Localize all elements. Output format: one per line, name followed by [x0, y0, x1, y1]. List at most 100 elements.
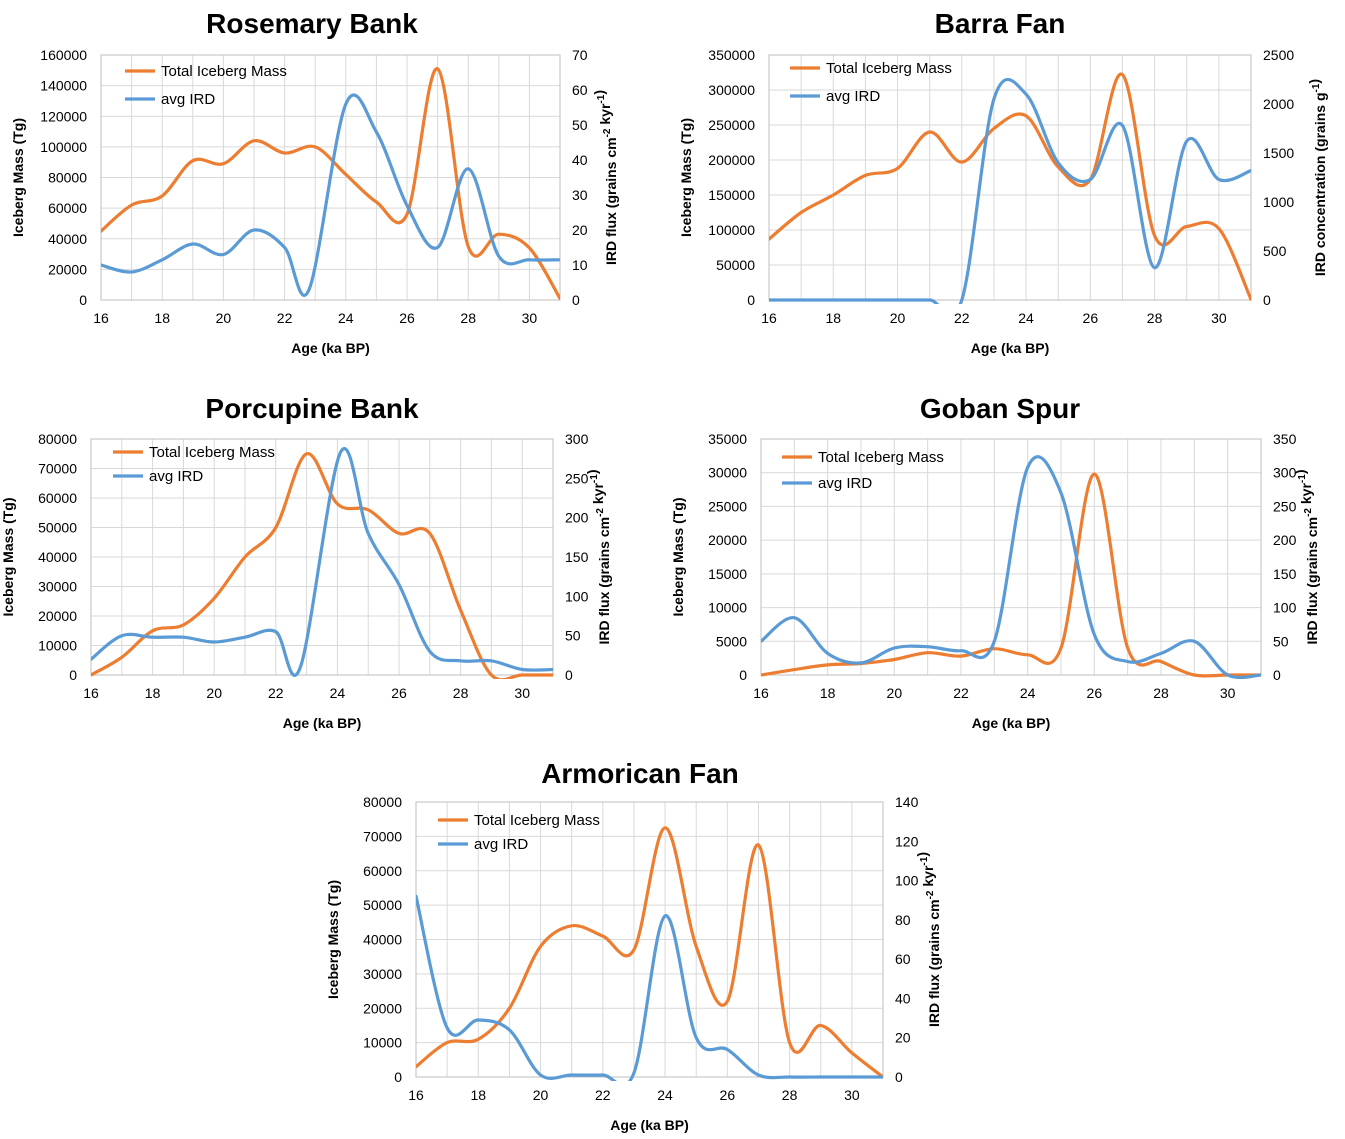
legend-label: Total Iceberg Mass: [161, 63, 287, 80]
x-tick-label: 16: [761, 310, 777, 326]
y2-tick-label: 100: [1273, 600, 1297, 616]
legend-label: avg IRD: [474, 836, 528, 853]
y2-tick-label: 50: [565, 628, 581, 644]
y2-label-sup: -1: [919, 856, 930, 865]
y2-tick-label: 0: [1273, 667, 1281, 683]
x-tick-label: 28: [1147, 310, 1163, 326]
y2-label-part: kyr: [597, 103, 613, 128]
y2-label-part: kyr: [1298, 483, 1314, 508]
series-line-avg-ird: [91, 447, 553, 677]
y-tick-label: 20000: [363, 1000, 402, 1016]
y2-tick-label: 80: [895, 912, 911, 928]
y-tick-label: 15000: [708, 566, 747, 582]
y-tick-label: 60000: [48, 200, 87, 216]
series-line-avg-ird: [769, 77, 1251, 304]
y-tick-label: 350000: [708, 47, 755, 63]
legend-label: avg IRD: [818, 475, 872, 492]
y-tick-label: 40000: [38, 549, 77, 565]
y2-label-part: IRD flux (grains cm: [603, 137, 619, 265]
x-tick-label: 30: [514, 685, 530, 701]
x-axis-label: Age (ka BP): [291, 340, 370, 356]
x-tick-label: 26: [1087, 685, 1103, 701]
x-tick-label: 20: [216, 310, 232, 326]
chart-3: Goban Spur 0 5000 10000 15000 20000 25000 30000…: [670, 393, 1320, 731]
x-tick-label: 16: [83, 685, 99, 701]
y-tick-label: 150000: [708, 187, 755, 203]
y-tick-label: 20000: [708, 532, 747, 548]
y-axis-label: Iceberg Mass (Tg): [678, 118, 694, 237]
y2-tick-label: 2000: [1263, 96, 1294, 112]
y-tick-label: 100000: [708, 222, 755, 238]
y2-tick-label: 150: [1273, 566, 1297, 582]
y-tick-label: 300000: [708, 82, 755, 98]
y2-tick-label: 100: [565, 588, 589, 604]
series-line-total-iceberg-mass: [101, 67, 560, 301]
y-tick-label: 0: [79, 292, 87, 308]
y2-label-sup: -1: [589, 474, 600, 483]
y-tick-label: 80000: [38, 431, 77, 447]
y2-tick-label: 20: [895, 1030, 911, 1046]
y-tick-label: 35000: [708, 431, 747, 447]
y2-tick-label: 250: [565, 470, 589, 486]
y2-label-part: kyr: [590, 483, 606, 508]
y2-tick-label: 20: [572, 222, 588, 238]
y2-tick-label: 140: [895, 794, 919, 810]
y2-axis-label: IRD concentration (grains g-1): [1306, 79, 1328, 276]
y2-tick-label: 200: [565, 510, 589, 526]
x-tick-label: 16: [93, 310, 109, 326]
y-tick-label: 0: [739, 667, 747, 683]
y2-label-part: ): [584, 470, 600, 475]
x-tick-label: 26: [399, 310, 415, 326]
x-tick-label: 24: [330, 685, 346, 701]
y-axis-label: Iceberg Mass (Tg): [10, 118, 26, 237]
x-tick-label: 22: [953, 685, 969, 701]
y2-tick-label: 10: [572, 257, 588, 273]
y2-axis-label: IRD flux (grains cm-2 kyr-1): [914, 852, 942, 1027]
y-tick-label: 10000: [708, 600, 747, 616]
y-tick-label: 0: [69, 667, 77, 683]
x-tick-label: 22: [268, 685, 284, 701]
x-tick-label: 16: [408, 1087, 424, 1103]
series-line-total-iceberg-mass: [769, 72, 1251, 301]
y-tick-label: 0: [747, 292, 755, 308]
y2-axis-label: IRD flux (grains cm-2 kyr-1): [584, 470, 612, 645]
chart-title: Armorican Fan: [541, 758, 739, 789]
y-tick-label: 80000: [363, 794, 402, 810]
y-tick-label: 0: [394, 1069, 402, 1085]
y2-tick-label: 40: [572, 152, 588, 168]
y-tick-label: 70000: [363, 828, 402, 844]
y-tick-label: 10000: [363, 1035, 402, 1051]
plot-frame: [760, 438, 1262, 676]
x-axis-label: Age (ka BP): [283, 715, 362, 731]
y-tick-label: 120000: [40, 108, 87, 124]
y2-tick-label: 50: [1273, 633, 1289, 649]
y2-tick-label: 350: [1273, 431, 1297, 447]
x-tick-label: 30: [1211, 310, 1227, 326]
y-tick-label: 50000: [363, 897, 402, 913]
x-tick-label: 16: [753, 685, 769, 701]
y-tick-label: 30000: [38, 579, 77, 595]
plot-frame: [90, 438, 554, 676]
y2-tick-label: 300: [565, 431, 589, 447]
y-tick-label: 200000: [708, 152, 755, 168]
y2-label-part: ): [591, 90, 607, 95]
legend-label: avg IRD: [149, 468, 203, 485]
legend-label: avg IRD: [161, 91, 215, 108]
y2-label-sup: -1: [1297, 474, 1308, 483]
y2-label-part: ): [1292, 470, 1308, 475]
x-tick-label: 26: [1083, 310, 1099, 326]
plot-frame: [100, 54, 561, 301]
legend-label: Total Iceberg Mass: [149, 444, 275, 461]
y-tick-label: 250000: [708, 117, 755, 133]
y2-tick-label: 150: [565, 549, 589, 565]
plot-frame: [415, 801, 884, 1078]
x-tick-label: 18: [145, 685, 161, 701]
legend-label: Total Iceberg Mass: [818, 449, 944, 466]
x-tick-label: 28: [460, 310, 476, 326]
series-line-total-iceberg-mass: [416, 826, 883, 1079]
y2-label-part: IRD concentration (grains g: [1312, 93, 1328, 277]
plot-frame: [768, 54, 1252, 301]
x-tick-label: 30: [1220, 685, 1236, 701]
y2-axis-label: IRD flux (grains cm-2 kyr-1): [591, 90, 619, 265]
